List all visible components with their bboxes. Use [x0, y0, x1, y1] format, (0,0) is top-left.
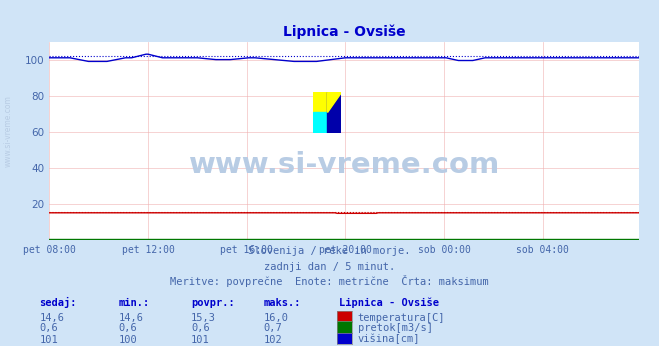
Text: povpr.:: povpr.: — [191, 298, 235, 308]
Text: maks.:: maks.: — [264, 298, 301, 308]
Text: temperatura[C]: temperatura[C] — [358, 313, 445, 323]
Text: min.:: min.: — [119, 298, 150, 308]
Text: 14,6: 14,6 — [119, 313, 144, 323]
Text: 102: 102 — [264, 335, 282, 345]
Text: 16,0: 16,0 — [264, 313, 289, 323]
Text: 0,6: 0,6 — [40, 324, 58, 334]
Text: Meritve: povprečne  Enote: metrične  Črta: maksimum: Meritve: povprečne Enote: metrične Črta:… — [170, 275, 489, 288]
Bar — [328, 92, 341, 133]
Text: pretok[m3/s]: pretok[m3/s] — [358, 324, 433, 334]
Text: www.si-vreme.com: www.si-vreme.com — [188, 151, 500, 179]
Text: 15,3: 15,3 — [191, 313, 216, 323]
Text: sedaj:: sedaj: — [40, 297, 77, 308]
Text: 101: 101 — [40, 335, 58, 345]
Text: zadnji dan / 5 minut.: zadnji dan / 5 minut. — [264, 262, 395, 272]
Text: višina[cm]: višina[cm] — [358, 334, 420, 345]
Text: Slovenija / reke in morje.: Slovenija / reke in morje. — [248, 246, 411, 256]
Polygon shape — [328, 92, 341, 112]
Title: Lipnica - Ovsiše: Lipnica - Ovsiše — [283, 25, 406, 39]
Bar — [314, 112, 328, 133]
Text: 0,6: 0,6 — [191, 324, 210, 334]
Text: 101: 101 — [191, 335, 210, 345]
Text: 100: 100 — [119, 335, 137, 345]
Bar — [314, 92, 328, 112]
Text: 0,6: 0,6 — [119, 324, 137, 334]
Text: Lipnica - Ovsiše: Lipnica - Ovsiše — [339, 298, 440, 308]
Text: 0,7: 0,7 — [264, 324, 282, 334]
Text: www.si-vreme.com: www.si-vreme.com — [3, 95, 13, 167]
Text: 14,6: 14,6 — [40, 313, 65, 323]
